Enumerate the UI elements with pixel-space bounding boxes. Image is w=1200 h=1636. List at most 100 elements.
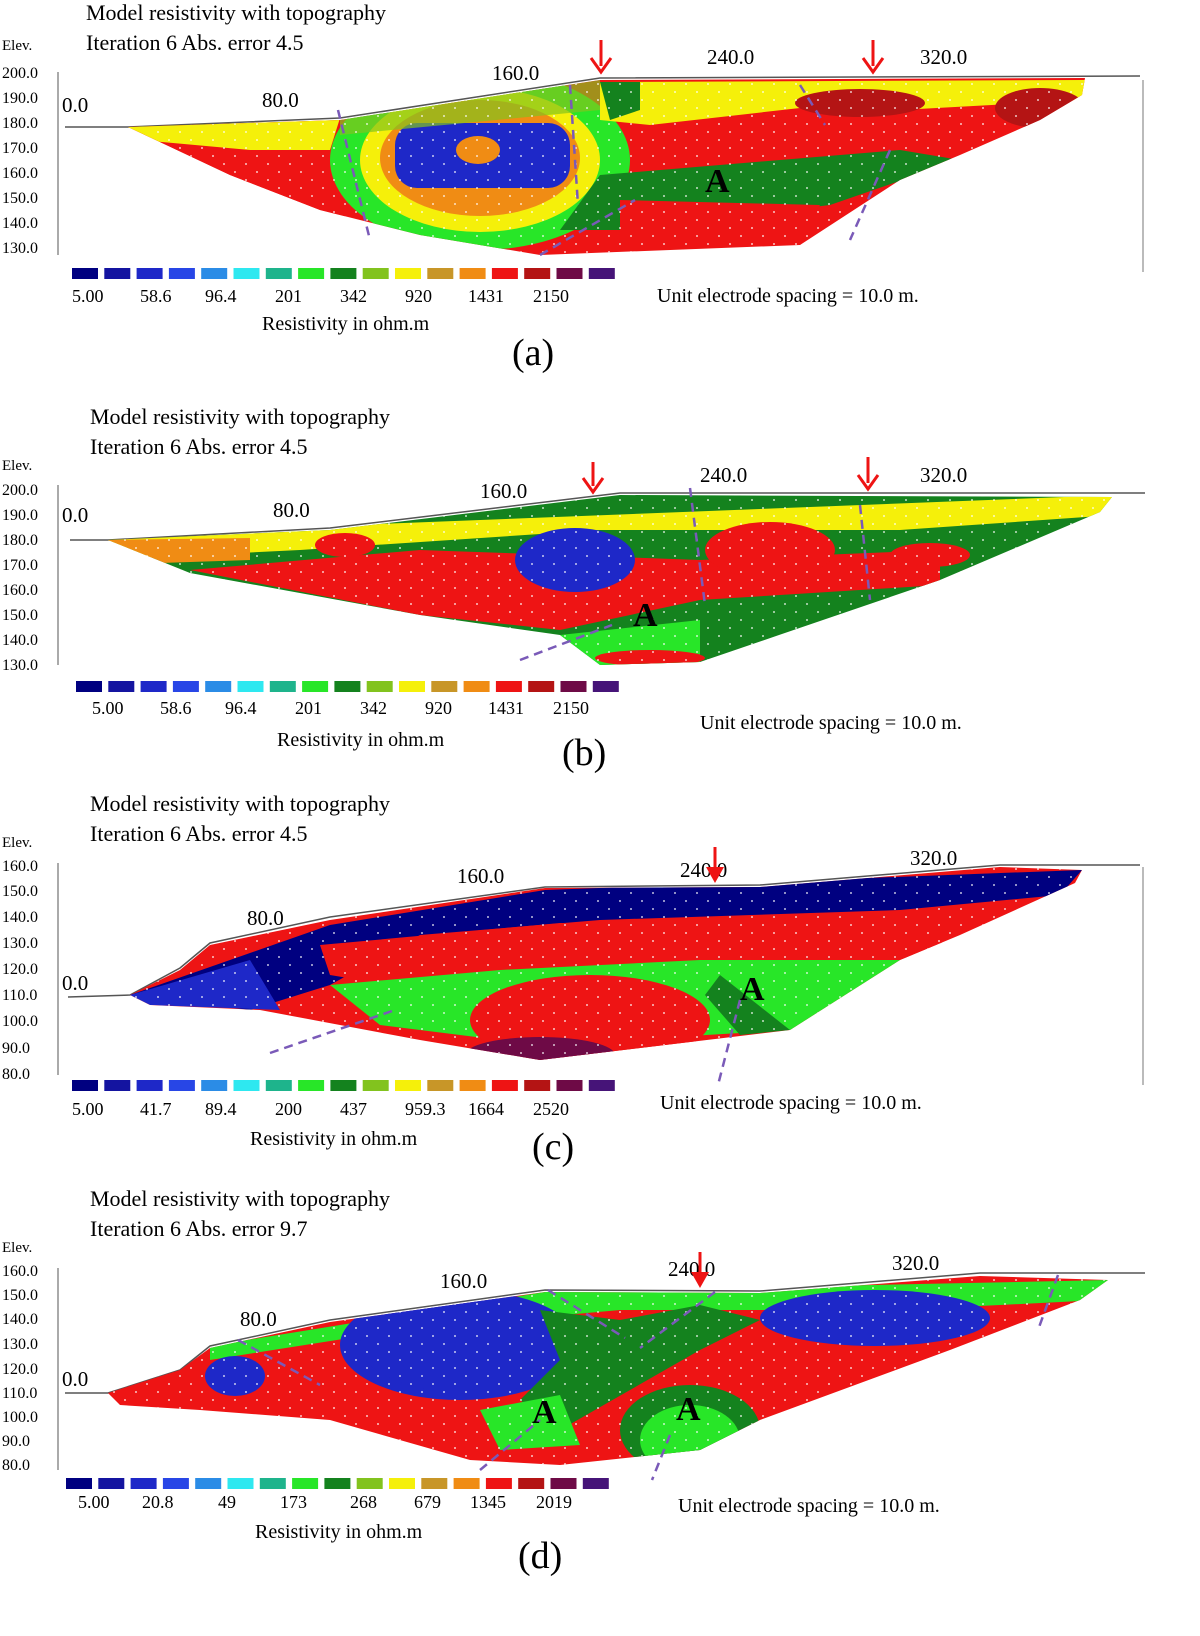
panel-a-ytick: 160.0 bbox=[2, 165, 38, 182]
colorbar-swatch bbox=[136, 268, 163, 279]
colorbar-swatch bbox=[72, 1080, 98, 1091]
panel-b-section bbox=[108, 495, 1112, 665]
panel-b-legend-values: 5.00 58.6 96.4 201 342 920 1431 2150 bbox=[92, 698, 589, 718]
panel-b-legend-value: 201 bbox=[295, 698, 322, 718]
colorbar-swatch bbox=[205, 681, 232, 692]
panel-c-caption: (c) bbox=[532, 1126, 574, 1168]
panel-c-legend-title: Resistivity in ohm.m bbox=[250, 1128, 418, 1150]
panel-b: Model resistivity with topography Iterat… bbox=[0, 400, 1200, 785]
panel-b-svg: Model resistivity with topography Iterat… bbox=[2, 404, 1145, 774]
panel-a-legend-value: 1431 bbox=[468, 286, 504, 306]
colorbar-swatch bbox=[330, 268, 357, 279]
panel-b-elev-label: Elev. bbox=[2, 458, 32, 474]
arrow-down-icon bbox=[706, 847, 724, 883]
panel-d-label-a: A bbox=[532, 1394, 557, 1431]
panel-d-fault-lines bbox=[237, 1274, 1060, 1481]
colorbar-swatch bbox=[427, 1080, 454, 1091]
colorbar-swatch bbox=[302, 681, 329, 692]
panel-c-y-ticks: 160.0 150.0 140.0 130.0 120.0 110.0 100.… bbox=[2, 858, 38, 1083]
colorbar-swatch bbox=[459, 268, 486, 279]
panel-d-legend-value: 5.00 bbox=[78, 1492, 110, 1512]
colorbar-swatch bbox=[528, 681, 555, 692]
colorbar-swatch bbox=[104, 1080, 131, 1091]
panel-d-fault-line bbox=[479, 1419, 541, 1471]
panel-c-label-a: A bbox=[740, 971, 765, 1008]
colorbar-swatch bbox=[324, 1478, 351, 1489]
panel-d-xtick: 240.0 bbox=[668, 1257, 715, 1281]
panel-d-ytick: 130.0 bbox=[2, 1336, 38, 1353]
panel-a-legend-value: 58.6 bbox=[140, 286, 172, 306]
panel-a: Model resistivity with topography Iterat… bbox=[0, 0, 1200, 385]
panel-b-fault-lines bbox=[519, 487, 872, 662]
panel-b-xtick: 160.0 bbox=[480, 479, 527, 503]
panel-d-x-ticks: 0.0 80.0 160.0 240.0 320.0 bbox=[62, 1251, 939, 1391]
panel-b-xtick: 240.0 bbox=[700, 463, 747, 487]
panel-b-xtick: 320.0 bbox=[920, 463, 967, 487]
panel-c-colorbar bbox=[72, 1080, 615, 1091]
panel-d-legend-value: 268 bbox=[350, 1492, 377, 1512]
colorbar-swatch bbox=[524, 268, 551, 279]
colorbar-swatch bbox=[298, 1080, 325, 1091]
colorbar-swatch bbox=[556, 1080, 583, 1091]
panel-d-ytick: 160.0 bbox=[2, 1263, 38, 1280]
panel-b-legend-value: 96.4 bbox=[225, 698, 257, 718]
panel-d-fault-line bbox=[1036, 1274, 1060, 1331]
colorbar-swatch bbox=[560, 681, 587, 692]
colorbar-swatch bbox=[98, 1478, 125, 1489]
panel-d-xtick: 0.0 bbox=[62, 1367, 88, 1391]
panel-b-legend-value: 58.6 bbox=[160, 698, 192, 718]
panel-d-legend-values: 5.00 20.8 49 173 268 679 1345 2019 bbox=[78, 1492, 572, 1512]
panel-a-legend-values: 5.00 58.6 96.4 201 342 920 1431 2150 bbox=[72, 286, 569, 306]
colorbar-swatch bbox=[66, 1478, 92, 1489]
panel-b-ytick: 150.0 bbox=[2, 607, 38, 624]
colorbar-swatch bbox=[162, 1478, 189, 1489]
panel-a-label-a: A bbox=[705, 163, 730, 200]
panel-c: Model resistivity with topography Iterat… bbox=[0, 785, 1200, 1180]
colorbar-swatch bbox=[362, 1080, 389, 1091]
panel-c-legend-value: 437 bbox=[340, 1099, 367, 1119]
panel-c-xtick: 320.0 bbox=[910, 846, 957, 870]
panel-b-legend-value: 1431 bbox=[488, 698, 524, 718]
panel-b-ytick: 160.0 bbox=[2, 582, 38, 599]
panel-d-elev-label: Elev. bbox=[2, 1240, 32, 1256]
colorbar-swatch bbox=[453, 1478, 480, 1489]
panel-d-ytick: 80.0 bbox=[2, 1457, 30, 1474]
panel-a-ytick: 200.0 bbox=[2, 65, 38, 82]
panel-b-ytick: 190.0 bbox=[2, 507, 38, 524]
colorbar-swatch bbox=[399, 681, 425, 692]
colorbar-swatch bbox=[395, 1080, 421, 1091]
colorbar-swatch bbox=[491, 1080, 518, 1091]
panel-b-legend-value: 920 bbox=[425, 698, 452, 718]
panel-a-fault-lines bbox=[336, 84, 892, 257]
panel-d-legend-value: 20.8 bbox=[142, 1492, 174, 1512]
panel-d-svg: Model resistivity with topography Iterat… bbox=[2, 1186, 1145, 1577]
panel-a-legend-value: 5.00 bbox=[72, 286, 104, 306]
colorbar-swatch bbox=[140, 681, 167, 692]
panel-b-topography bbox=[70, 492, 1145, 541]
arrow-down-icon bbox=[581, 462, 605, 495]
panel-c-xtick: 160.0 bbox=[457, 864, 504, 888]
panel-a-legend-value: 2150 bbox=[533, 286, 569, 306]
arrow-down-icon bbox=[856, 457, 880, 492]
panel-d-section bbox=[108, 1276, 1108, 1465]
colorbar-swatch bbox=[334, 681, 361, 692]
panel-b-colorbar bbox=[76, 681, 619, 692]
panel-d-caption: (d) bbox=[518, 1535, 562, 1577]
colorbar-swatch bbox=[201, 268, 228, 279]
panel-b-xtick: 0.0 bbox=[62, 503, 88, 527]
panel-b-ytick: 140.0 bbox=[2, 632, 38, 649]
panel-a-ytick: 140.0 bbox=[2, 215, 38, 232]
arrow-down-icon bbox=[589, 40, 613, 75]
panel-c-subtitle: Iteration 6 Abs. error 4.5 bbox=[90, 821, 308, 846]
panel-a-xtick: 320.0 bbox=[920, 45, 967, 69]
colorbar-swatch bbox=[292, 1478, 319, 1489]
colorbar-swatch bbox=[130, 1478, 157, 1489]
colorbar-swatch bbox=[356, 1478, 383, 1489]
colorbar-swatch bbox=[265, 1080, 292, 1091]
panel-c-elev-label: Elev. bbox=[2, 835, 32, 851]
panel-d-legend-value: 49 bbox=[218, 1492, 236, 1512]
panel-c-ytick: 120.0 bbox=[2, 961, 38, 978]
panel-d-ytick: 120.0 bbox=[2, 1361, 38, 1378]
panel-a-ytick: 150.0 bbox=[2, 190, 38, 207]
panel-b-label-a: A bbox=[633, 597, 658, 634]
